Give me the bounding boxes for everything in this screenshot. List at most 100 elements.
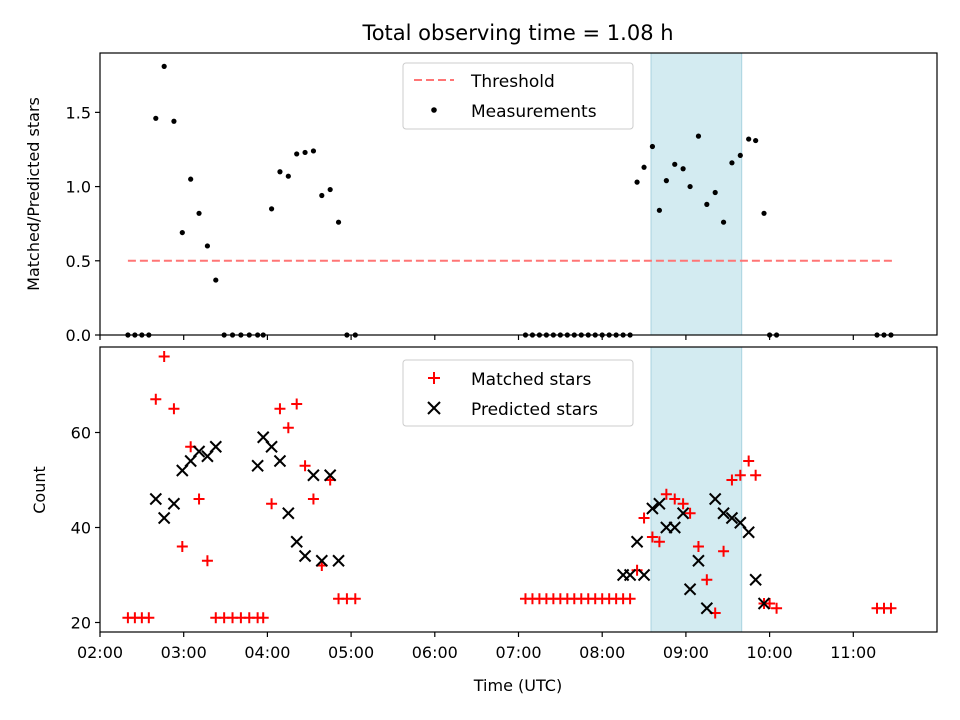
- predicted-point: [167, 497, 181, 510]
- matched-point: [150, 393, 162, 405]
- measurement-point: [327, 186, 333, 193]
- measurement-point: [720, 219, 727, 225]
- x-tick-label: 02:00: [77, 643, 123, 662]
- matched-point: [646, 531, 658, 543]
- measurement-point: [680, 166, 686, 172]
- measurement-point: [761, 210, 767, 216]
- legend-box-top: [402, 62, 634, 130]
- y-tick-label-bottom: 40: [71, 519, 91, 538]
- measurement-point: [310, 148, 317, 154]
- measurement-point: [663, 178, 669, 184]
- matched-point: [726, 474, 738, 486]
- bottom-panel: 20 40 60 02:00 03:00 04:00 05:00 06:00 07:00 08:…: [30, 346, 938, 695]
- measurement-point: [268, 206, 275, 212]
- legend-box-bottom: [402, 359, 634, 427]
- measurement-point: [753, 137, 759, 144]
- matched-point: [176, 541, 188, 552]
- matched-point: [631, 564, 643, 576]
- predicted-point: [323, 469, 337, 482]
- predicted-point: [265, 440, 278, 453]
- measurement-point: [294, 151, 300, 157]
- legend-threshold-label: Threshold: [470, 72, 555, 92]
- y-tick-label-bottom: 60: [71, 424, 91, 443]
- legend-top: Threshold Measurements: [402, 62, 634, 130]
- highlight-band-top: [650, 52, 743, 336]
- measurement-point: [687, 183, 693, 190]
- predicted-point: [290, 535, 303, 548]
- x-tick-label: 11:00: [830, 643, 876, 662]
- legend-measurements-swatch: [431, 107, 437, 113]
- measurement-point: [641, 164, 647, 170]
- x-tick-label: 05:00: [328, 643, 374, 662]
- matched-point: [307, 493, 319, 505]
- predicted-point: [623, 568, 637, 582]
- measurement-point: [213, 277, 219, 283]
- y-tick-label-top: 1.5: [66, 103, 91, 122]
- measurement-point: [656, 207, 662, 213]
- measurement-point: [161, 63, 167, 69]
- predicted-point: [273, 454, 287, 468]
- matched-point: [692, 541, 704, 552]
- matched-point: [677, 498, 689, 510]
- matched-point: [193, 493, 205, 505]
- chart-title: Total observing time = 1.08 h: [361, 21, 673, 45]
- y-tick-label-top: 1.0: [66, 178, 91, 197]
- y-tick-label-top: 0.0: [66, 326, 91, 345]
- predicted-point: [668, 521, 681, 534]
- predicted-point: [708, 492, 722, 506]
- y-axis-label-bottom: Count: [30, 466, 49, 514]
- measurement-point: [649, 143, 656, 150]
- x-tick-label: 08:00: [579, 643, 625, 662]
- measurement-point: [319, 192, 325, 199]
- legend-bottom: Matched stars Predicted stars: [402, 359, 634, 427]
- matched-point: [349, 593, 361, 605]
- predicted-point: [251, 459, 264, 472]
- predicted-point: [307, 469, 320, 482]
- predicted-point: [742, 526, 755, 539]
- measurement-point: [672, 161, 678, 167]
- measurement-point: [712, 189, 718, 196]
- predicted-point: [637, 568, 651, 582]
- predicted-point: [692, 554, 705, 567]
- predicted-point: [315, 554, 329, 567]
- x-ticks-bottom: 02:00 03:00 04:00 05:00 06:00 07:00 08:00 09:00…: [77, 632, 876, 662]
- x-tick-label: 09:00: [663, 643, 709, 662]
- measurement-point: [302, 149, 308, 156]
- measurement-point: [277, 169, 283, 175]
- matched-point: [750, 469, 762, 481]
- matched-point: [653, 536, 665, 548]
- predicted-point: [676, 507, 690, 520]
- measurement-point: [153, 115, 159, 121]
- predicted-point: [332, 554, 345, 567]
- matched-point: [684, 507, 696, 519]
- predicted-point: [192, 445, 206, 458]
- predicted-point: [757, 597, 771, 610]
- legend-measurements-label: Measurements: [471, 102, 597, 122]
- matched-point: [771, 602, 783, 614]
- predicted-point: [298, 549, 312, 563]
- measurement-point: [695, 133, 702, 139]
- legend-matched-label: Matched stars: [471, 370, 591, 390]
- measurement-point: [285, 173, 291, 179]
- matched-point: [885, 602, 897, 614]
- predicted-point: [717, 507, 730, 520]
- x-tick-label: 06:00: [412, 643, 458, 662]
- matched-point: [168, 403, 180, 415]
- matched-point: [660, 488, 672, 500]
- matched-point: [291, 398, 303, 410]
- x-axis-label: Time (UTC): [473, 676, 562, 695]
- measurement-point: [634, 179, 640, 185]
- matched-point: [669, 493, 681, 505]
- predicted-point: [725, 511, 739, 525]
- legend-predicted-label: Predicted stars: [471, 400, 598, 420]
- measurement-point: [729, 160, 735, 166]
- measurement-point: [704, 201, 710, 207]
- highlight-band-bottom: [650, 346, 743, 633]
- x-ticks-top: [99, 335, 854, 340]
- measurement-point: [204, 243, 211, 249]
- plot-area-bottom: [122, 351, 897, 624]
- matched-point: [624, 593, 636, 605]
- matched-point: [158, 351, 170, 362]
- matched-point: [257, 612, 269, 624]
